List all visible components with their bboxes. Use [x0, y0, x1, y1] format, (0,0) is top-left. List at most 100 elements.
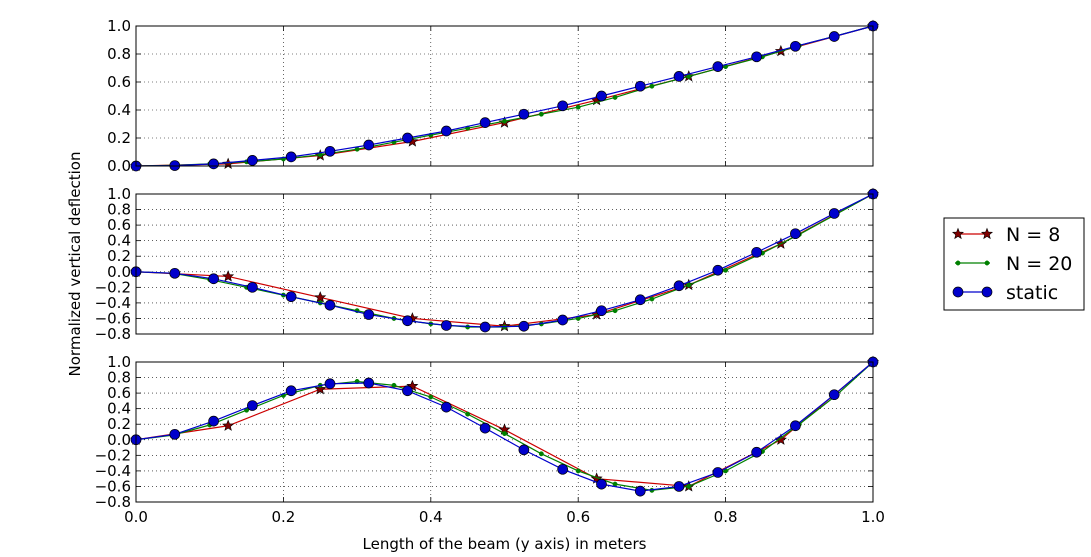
legend-marker	[952, 286, 964, 298]
data-point-static	[751, 246, 762, 258]
data-point-n20	[502, 431, 507, 437]
data-point-static	[673, 481, 685, 492]
x-tick-label: 1.0	[861, 508, 885, 526]
legend-marker	[981, 286, 993, 298]
data-point-static	[634, 485, 646, 497]
legend-marker	[955, 260, 961, 266]
y-tick-label: −0.2	[95, 278, 131, 296]
data-point-static	[169, 428, 181, 440]
data-point-static	[828, 208, 840, 219]
data-point-static	[790, 420, 801, 432]
data-point-static	[402, 132, 413, 144]
data-point-n20	[649, 296, 655, 302]
data-point-n20	[575, 468, 581, 474]
subplot-1: 0.0 0.2 0.4 0.6 0.8 1.0	[107, 17, 880, 175]
data-point-n20	[575, 104, 581, 110]
x-tick-label: 0.4	[419, 508, 443, 526]
data-point-n20	[612, 94, 618, 100]
data-point-static	[557, 463, 568, 475]
x-tick-label: 0.2	[271, 508, 295, 526]
data-point-n8	[590, 472, 603, 484]
data-point-static	[402, 315, 413, 327]
legend-item-n20: N = 20	[955, 253, 1072, 275]
data-point-n20	[686, 282, 692, 288]
x-axis-label: Length of the beam (y axis) in meters	[363, 535, 647, 553]
legend-box	[943, 217, 1085, 311]
data-point-static	[363, 309, 375, 320]
series-line-n20	[135, 25, 874, 167]
y-tick-label: 1.0	[107, 17, 131, 35]
y-tick-label: 0.4	[107, 232, 131, 250]
legend-marker	[980, 227, 994, 240]
legend-marker	[951, 227, 965, 240]
data-point-static	[324, 299, 336, 311]
data-point-static	[518, 108, 530, 120]
data-point-static	[751, 446, 762, 458]
data-point-static	[247, 281, 258, 293]
plot-frame	[135, 25, 874, 167]
data-point-static	[751, 51, 762, 63]
y-tick-label: 0.2	[107, 415, 131, 433]
series-line-n8	[135, 25, 874, 167]
legend: N = 8 N = 20 static	[943, 217, 1085, 311]
series-n8-subplot-1	[129, 19, 880, 172]
y-tick-label: 0.8	[107, 201, 131, 219]
data-point-static	[712, 264, 724, 276]
legend-item-static: static	[952, 282, 1058, 304]
series-static-subplot-1	[130, 20, 879, 172]
series-line-n8	[135, 193, 874, 327]
legend-label: static	[1006, 282, 1058, 304]
y-tick-label: 1.0	[107, 185, 131, 203]
series-n20-subplot-1	[133, 23, 876, 169]
y-tick-label: 0.6	[107, 216, 131, 234]
plot-frame	[135, 193, 874, 335]
data-point-static	[285, 291, 297, 303]
data-point-static	[247, 400, 258, 411]
data-point-static	[324, 145, 336, 157]
data-point-static	[363, 377, 375, 389]
series-line-static	[135, 361, 874, 492]
data-point-n20	[686, 483, 692, 489]
subplot-2: −0.8−0.6−0.4−0.20.00.20.40.60.81.0	[95, 185, 880, 343]
y-tick-label: 0.6	[107, 384, 131, 402]
y-tick-label: 0.4	[107, 400, 131, 418]
y-tick-label: 0.2	[107, 129, 131, 147]
data-point-static	[363, 139, 375, 151]
data-point-static	[712, 467, 724, 478]
data-point-n8	[222, 419, 235, 431]
data-point-n8	[406, 379, 419, 392]
y-tick-label: 0.4	[107, 101, 131, 119]
subplot-3: −0.8−0.6−0.4−0.20.00.20.40.60.81.00.0 0.2…	[95, 353, 885, 526]
data-point-static	[518, 444, 530, 456]
series-line-static	[135, 193, 874, 328]
y-tick-label: 1.0	[107, 353, 131, 371]
y-tick-label: −0.6	[95, 309, 131, 327]
data-point-static	[518, 320, 530, 332]
y-tick-label: −0.4	[95, 294, 131, 312]
data-point-n20	[502, 118, 507, 124]
data-point-static	[324, 378, 336, 390]
data-point-n20	[538, 111, 544, 117]
data-point-static	[634, 294, 646, 306]
y-tick-label: 0.0	[107, 263, 131, 281]
legend-label: N = 8	[1006, 224, 1060, 246]
legend-item-n8: N = 8	[951, 224, 1060, 246]
data-point-static	[828, 31, 840, 42]
y-tick-label: 0.8	[107, 45, 131, 63]
data-point-static	[208, 273, 219, 285]
data-point-n8	[314, 291, 327, 303]
data-point-static	[673, 71, 685, 82]
data-point-n8	[222, 270, 235, 282]
y-tick-label: 0.0	[107, 431, 131, 449]
y-tick-label: −0.8	[95, 493, 131, 511]
x-tick-label: 0.6	[566, 508, 590, 526]
data-point-static	[634, 80, 646, 92]
data-point-n8	[314, 382, 327, 395]
data-point-static	[557, 100, 568, 112]
data-point-static	[712, 61, 724, 72]
data-point-static	[479, 321, 491, 333]
data-point-n20	[391, 382, 397, 388]
data-point-static	[790, 40, 801, 52]
y-axis-label: Normalized vertical deflection	[66, 152, 84, 377]
data-point-static	[247, 155, 258, 166]
